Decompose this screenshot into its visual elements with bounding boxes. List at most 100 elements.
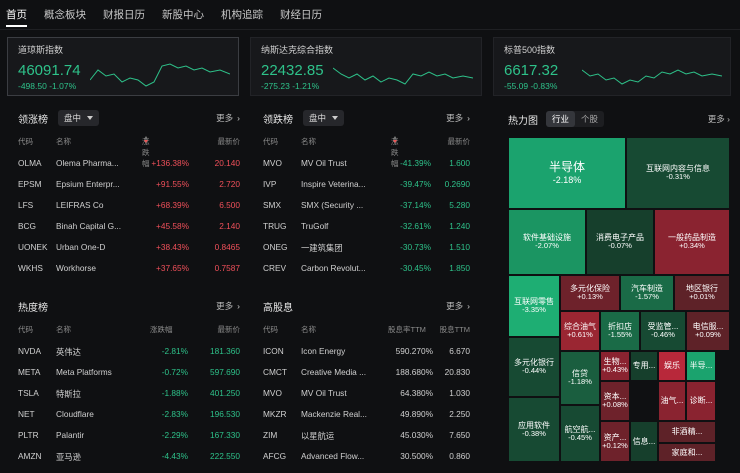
heatmap-tile[interactable]: 电信服... +0.09% bbox=[686, 311, 730, 351]
heatmap-tile[interactable]: 诊断... bbox=[686, 381, 716, 421]
col-yield[interactable]: 股息率TTM bbox=[388, 325, 426, 334]
table-row[interactable]: AFCG Advanced Flow... 30.500% 0.860 bbox=[263, 447, 470, 467]
more-link[interactable]: 更多 › bbox=[708, 113, 730, 125]
heatmap-tile[interactable]: 多元化银行 -0.44% bbox=[508, 337, 560, 397]
index-card-nasdaq[interactable]: 纳斯达克综合指数 22432.85 -275.23 -1.21% bbox=[250, 37, 482, 96]
nav-earnings[interactable]: 财报日历 bbox=[103, 9, 145, 21]
row-name: Icon Energy bbox=[301, 346, 346, 356]
col-name: 名称 bbox=[301, 325, 316, 334]
table-row[interactable]: ZIM 以星航运 45.030% 7.650 bbox=[263, 426, 470, 446]
table-row[interactable]: MVO MV Oil Trust -41.39% 1.600 bbox=[263, 154, 470, 174]
heatmap-tile[interactable]: 专用... bbox=[630, 351, 658, 381]
nav-home[interactable]: 首页 bbox=[6, 1, 27, 28]
table-row[interactable]: MVO MV Oil Trust 64.380% 1.030 bbox=[263, 384, 470, 404]
tile-change: -0.45% bbox=[568, 432, 592, 442]
row-code: ZIM bbox=[263, 430, 278, 440]
table-row[interactable]: ICON Icon Energy 590.270% 6.670 bbox=[263, 342, 470, 362]
heatmap-tile[interactable]: 信贷 -1.18% bbox=[560, 351, 600, 405]
heatmap-tile[interactable]: 娱乐 bbox=[658, 351, 686, 381]
heatmap-header: 热力图 行业 个股 更多 › bbox=[508, 110, 730, 128]
index-card-sp500[interactable]: 标普500指数 6617.32 -55.09 -0.83% bbox=[493, 37, 731, 96]
heatmap-tile[interactable]: 互联网零售 -3.35% bbox=[508, 275, 560, 337]
heatmap-tile[interactable]: 应用软件 -0.38% bbox=[508, 397, 560, 462]
row-code: LFS bbox=[18, 200, 34, 210]
table-row[interactable]: WKHS Workhorse +37.65% 0.7587 bbox=[18, 259, 240, 279]
heatmap-tile[interactable]: 一般药品制造 +0.34% bbox=[654, 209, 730, 275]
heatmap-tile[interactable]: 地区银行 +0.01% bbox=[674, 275, 730, 311]
chevron-right-icon: › bbox=[237, 301, 240, 311]
col-change[interactable]: 涨跌幅 bbox=[150, 325, 173, 334]
tab-industry[interactable]: 行业 bbox=[546, 111, 576, 127]
panel-title: 高股息 bbox=[263, 302, 293, 314]
heatmap-tile[interactable]: 软件基础设施 -2.07% bbox=[508, 209, 586, 275]
row-name: MV Oil Trust bbox=[301, 388, 347, 398]
chevron-right-icon: › bbox=[237, 113, 240, 123]
table-header: 代码 名称 涨跌幅 最新价 bbox=[18, 136, 240, 168]
table-row[interactable]: TSLA 特斯拉 -1.88% 401.250 bbox=[18, 384, 240, 404]
more-link[interactable]: 更多 › bbox=[216, 300, 240, 312]
table-row[interactable]: CREV Carbon Revolut... -30.45% 1.850 bbox=[263, 259, 470, 279]
session-dropdown[interactable]: 盘中 bbox=[303, 110, 345, 126]
tile-change: +0.43% bbox=[602, 365, 628, 375]
row-code: PLTR bbox=[18, 430, 39, 440]
heatmap-tile[interactable]: 资本... +0.08% bbox=[600, 381, 630, 421]
tile-name: 资本... bbox=[603, 392, 627, 402]
table-row[interactable]: UONEK Urban One-D +38.43% 0.8465 bbox=[18, 238, 240, 258]
more-link[interactable]: 更多 › bbox=[446, 112, 470, 124]
heatmap-tile[interactable]: 非酒精... bbox=[658, 421, 716, 443]
row-code: AFCG bbox=[263, 451, 287, 461]
index-card-dow[interactable]: 道琼斯指数 46091.74 -498.50 -1.07% bbox=[7, 37, 239, 96]
table-row[interactable]: CMCT Creative Media ... 188.680% 20.830 bbox=[263, 363, 470, 383]
table-row[interactable]: IVP Inspire Veterina... -39.47% 0.2690 bbox=[263, 175, 470, 195]
heatmap-tile[interactable]: 消费电子产品 -0.07% bbox=[586, 209, 654, 275]
table-row[interactable]: PLTR Palantir -2.29% 167.330 bbox=[18, 426, 240, 446]
row-code: ICON bbox=[263, 346, 284, 356]
nav-concept[interactable]: 概念板块 bbox=[44, 9, 86, 21]
heatmap-tile[interactable]: 家庭和... bbox=[658, 443, 716, 462]
heatmap-tile[interactable]: 航空航... -0.45% bbox=[560, 405, 600, 462]
table-row[interactable]: LFS LEIFRAS Co +68.39% 6.500 bbox=[18, 196, 240, 216]
table-row[interactable]: SMX SMX (Security ... -37.14% 5.280 bbox=[263, 196, 470, 216]
row-name: 亚马逊 bbox=[56, 452, 81, 462]
table-row[interactable]: BCG Binah Capital G... +45.58% 2.140 bbox=[18, 217, 240, 237]
table-row[interactable]: AMZN 亚马逊 -4.43% 222.550 bbox=[18, 447, 240, 467]
heatmap-tile[interactable]: 受监管... -0.46% bbox=[640, 311, 686, 351]
table-row[interactable]: EPSM Epsium Enterpr... +91.55% 2.720 bbox=[18, 175, 240, 195]
heatmap-tile[interactable]: 生物... +0.43% bbox=[600, 351, 630, 381]
heatmap-tile[interactable]: 信息... bbox=[630, 421, 658, 462]
row-name: 以星航运 bbox=[301, 431, 335, 441]
heatmap-tile[interactable]: 互联网内容与信息 -0.31% bbox=[626, 137, 730, 209]
more-link[interactable]: 更多 › bbox=[446, 300, 470, 312]
heatmap-tile[interactable]: 综合油气 +0.61% bbox=[560, 311, 600, 351]
nav-institution[interactable]: 机构追踪 bbox=[221, 9, 263, 21]
table-row[interactable]: ONEG 一建筑集团 -30.73% 1.510 bbox=[263, 238, 470, 258]
row-change: +45.58% bbox=[156, 221, 189, 231]
row-name: Epsium Enterpr... bbox=[56, 179, 120, 189]
col-code: 代码 bbox=[263, 325, 278, 334]
heatmap-tile[interactable]: 汽车制造 -1.57% bbox=[620, 275, 674, 311]
table-row[interactable]: NVDA 英伟达 -2.81% 181.360 bbox=[18, 342, 240, 362]
tile-name: 一般药品制造 bbox=[668, 233, 716, 243]
table-row[interactable]: MKZR Mackenzie Real... 49.890% 2.250 bbox=[263, 405, 470, 425]
table-row[interactable]: OLMA Olema Pharma... +136.38% 20.140 bbox=[18, 154, 240, 174]
nav-economic[interactable]: 财经日历 bbox=[280, 9, 322, 21]
heatmap-tile[interactable]: 多元化保险 +0.13% bbox=[560, 275, 620, 311]
row-price: 181.360 bbox=[210, 346, 240, 356]
more-link[interactable]: 更多 › bbox=[216, 112, 240, 124]
row-code: BCG bbox=[18, 221, 36, 231]
row-name: Workhorse bbox=[56, 263, 96, 273]
heatmap-tile[interactable]: 油气... bbox=[658, 381, 686, 421]
heatmap-tile[interactable]: 资产... +0.12% bbox=[600, 421, 630, 462]
tile-change: -0.38% bbox=[522, 428, 546, 438]
heatmap-tile[interactable]: 折扣店 -1.55% bbox=[600, 311, 640, 351]
nav-ipo[interactable]: 新股中心 bbox=[162, 9, 204, 21]
table-row[interactable]: META Meta Platforms -0.72% 597.690 bbox=[18, 363, 240, 383]
row-dividend: 20.830 bbox=[444, 367, 470, 377]
heatmap-tile[interactable]: 半导... bbox=[686, 351, 716, 381]
tab-stocks[interactable]: 个股 bbox=[581, 114, 599, 124]
table-row[interactable]: TRUG TruGolf -32.61% 1.240 bbox=[263, 217, 470, 237]
session-dropdown[interactable]: 盘中 bbox=[58, 110, 100, 126]
heatmap-tile[interactable]: 半导体 -2.18% bbox=[508, 137, 626, 209]
sparkline-icon bbox=[333, 67, 473, 85]
table-row[interactable]: NET Cloudflare -2.83% 196.530 bbox=[18, 405, 240, 425]
